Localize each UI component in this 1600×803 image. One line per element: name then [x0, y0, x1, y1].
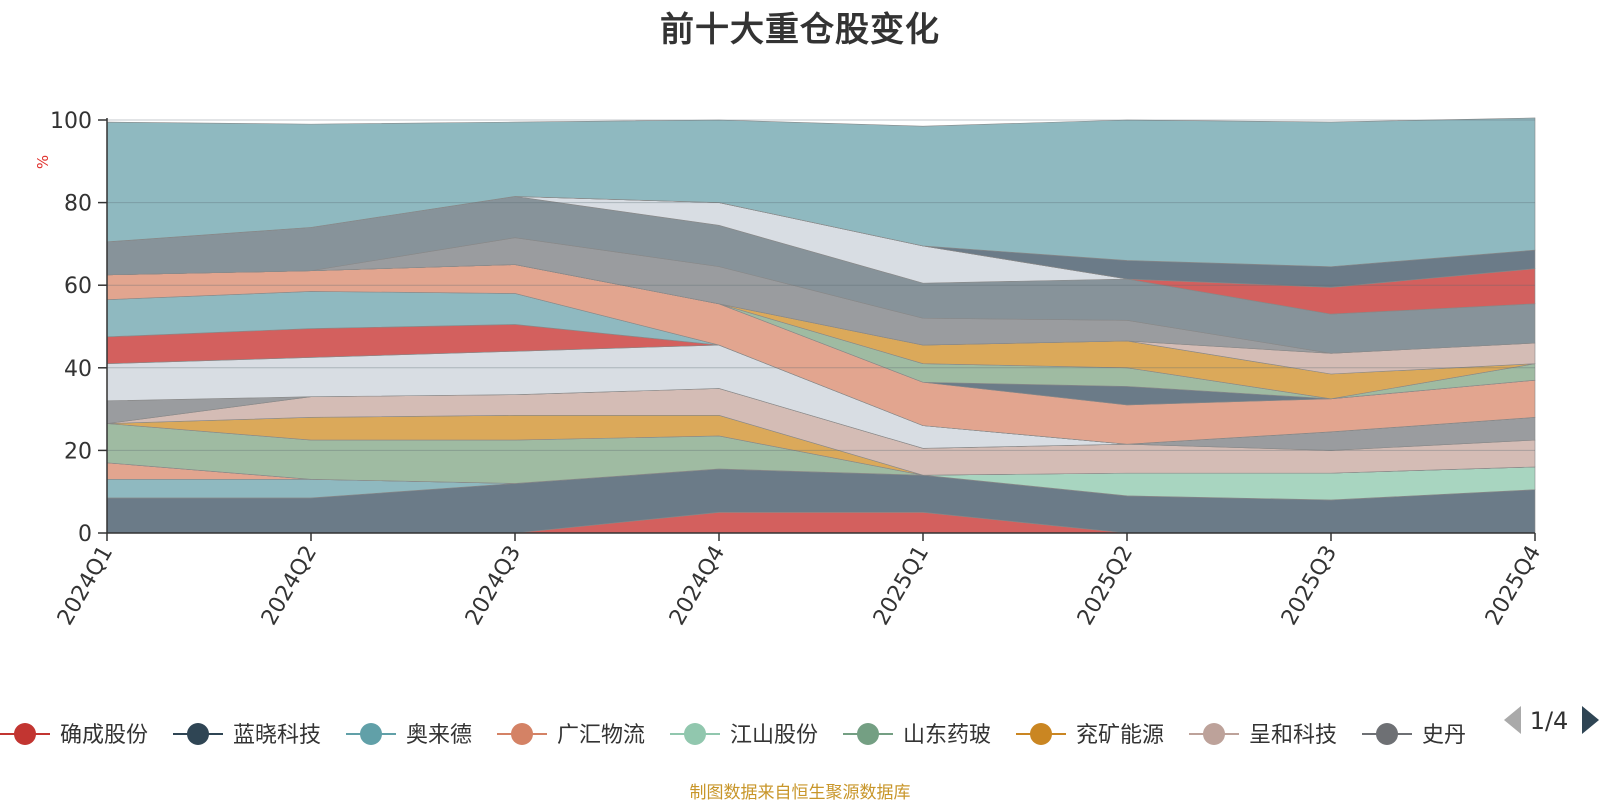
legend-item[interactable]: 广汇物流	[497, 723, 645, 748]
legend-item[interactable]: 呈和科技	[1189, 723, 1337, 748]
legend-label: 兖矿能源	[1076, 723, 1164, 748]
legend-label: 确成股份	[60, 723, 148, 748]
chart-title: 前十大重仓股变化	[660, 10, 940, 50]
y-tick-label: 60	[64, 274, 92, 299]
legend-marker-icon	[511, 723, 533, 745]
legend-label: 山东药玻	[903, 723, 991, 748]
x-tick-label: 2024Q3	[461, 542, 526, 630]
legend-marker-icon	[1376, 723, 1398, 745]
legend-item[interactable]: 奥来德	[346, 723, 472, 748]
area-series-23	[106, 117, 1536, 267]
y-tick-label: 40	[64, 357, 92, 382]
legend-label: 呈和科技	[1249, 723, 1337, 748]
legend-marker-icon	[684, 723, 706, 745]
legend-prev-icon[interactable]	[1504, 706, 1521, 734]
x-tick-label: 2024Q4	[665, 542, 730, 630]
source-footer: 制图数据来自恒生聚源数据库	[689, 783, 911, 803]
x-tick-label: 2024Q2	[257, 542, 322, 630]
grid-lines	[107, 119, 1535, 451]
legend-next-icon[interactable]	[1582, 706, 1599, 734]
legend: 确成股份 蓝晓科技 奥来德 广汇物流 江山股份 山东药玻 兖矿能源 呈和科技 史丹	[0, 723, 1466, 748]
legend-item[interactable]: 江山股份	[670, 723, 818, 748]
legend-page-indicator: 1/4	[1530, 707, 1569, 735]
legend-marker-icon	[187, 723, 209, 745]
legend-label: 江山股份	[730, 723, 818, 748]
legend-marker-icon	[14, 723, 36, 745]
x-tick-label: 2024Q1	[53, 542, 118, 630]
legend-item[interactable]: 史丹	[1362, 723, 1466, 748]
x-tick-label: 2025Q2	[1073, 542, 1138, 630]
y-tick-label: 20	[64, 439, 92, 464]
legend-marker-icon	[857, 723, 879, 745]
legend-label: 蓝晓科技	[233, 723, 321, 748]
legend-item[interactable]: 山东药玻	[843, 723, 991, 748]
y-unit-label: %	[34, 155, 52, 169]
legend-label: 奥来德	[406, 723, 472, 748]
stacked-areas	[106, 117, 1536, 534]
legend-item[interactable]: 兖矿能源	[1016, 723, 1164, 748]
y-tick-label: 80	[64, 192, 92, 217]
y-tick-label: 0	[78, 522, 92, 547]
legend-marker-icon	[360, 723, 382, 745]
legend-item[interactable]: 蓝晓科技	[173, 723, 321, 748]
legend-label: 广汇物流	[557, 723, 645, 748]
legend-item[interactable]: 确成股份	[0, 723, 148, 748]
legend-marker-icon	[1030, 723, 1052, 745]
legend-marker-icon	[1203, 723, 1225, 745]
y-tick-label: 100	[50, 109, 92, 134]
x-tick-label: 2025Q1	[869, 542, 934, 630]
x-tick-label: 2025Q4	[1481, 542, 1546, 630]
legend-pager: 1/4	[1504, 706, 1599, 735]
legend-label: 史丹	[1422, 723, 1466, 748]
x-tick-label: 2025Q3	[1277, 542, 1342, 630]
